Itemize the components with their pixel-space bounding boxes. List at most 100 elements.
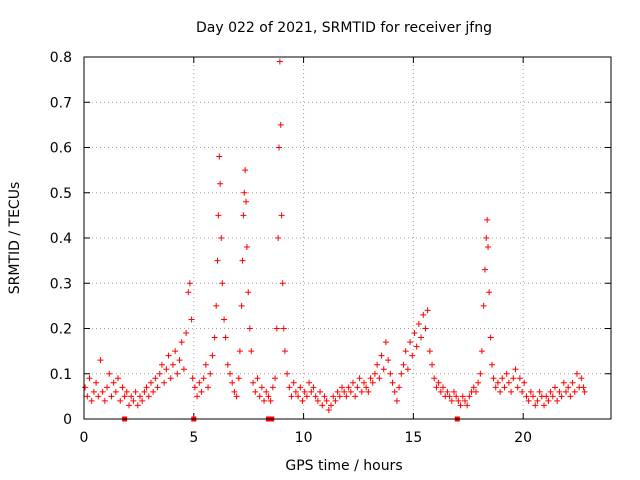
data-point <box>523 393 530 400</box>
data-point <box>163 366 170 373</box>
data-point <box>402 348 409 355</box>
data-point <box>250 379 257 386</box>
data-point <box>308 388 315 395</box>
data-point <box>221 316 228 323</box>
data-point <box>380 366 387 373</box>
data-point <box>288 393 295 400</box>
data-point <box>200 375 207 382</box>
data-point <box>422 325 429 332</box>
data-point <box>527 388 534 395</box>
data-point <box>286 384 293 391</box>
x-tick-label: 0 <box>80 430 89 446</box>
data-point <box>560 379 567 386</box>
data-point <box>275 235 282 241</box>
x-tick-label: 5 <box>189 430 198 446</box>
data-point <box>549 393 556 400</box>
data-point <box>501 384 508 391</box>
data-point <box>227 370 234 377</box>
data-point <box>198 388 205 395</box>
data-point <box>150 388 157 395</box>
data-point <box>110 379 117 386</box>
data-point <box>369 379 376 386</box>
data-point <box>455 397 462 404</box>
data-point <box>556 388 563 395</box>
data-point <box>543 393 550 400</box>
data-point <box>279 280 286 287</box>
data-point <box>189 375 196 382</box>
data-point <box>400 361 407 368</box>
data-point <box>330 393 337 400</box>
data-point <box>165 352 172 359</box>
data-point <box>356 375 363 382</box>
data-point <box>295 393 302 400</box>
data-point <box>233 393 240 400</box>
y-axis-label: SRMTID / TECUs <box>7 182 23 295</box>
data-point <box>310 384 317 391</box>
data-point <box>534 397 541 404</box>
data-point <box>365 388 372 395</box>
y-tick-label: 0.7 <box>50 95 72 111</box>
data-point <box>519 388 526 395</box>
data-point <box>360 379 367 386</box>
y-tick-label: 0.3 <box>50 276 72 292</box>
data-point <box>411 330 418 337</box>
data-point <box>505 379 512 386</box>
data-point <box>486 289 493 296</box>
data-point <box>202 361 209 368</box>
data-point <box>248 348 255 355</box>
data-point <box>578 375 585 382</box>
data-point <box>345 384 352 391</box>
data-point <box>470 384 477 391</box>
data-point <box>440 384 447 391</box>
data-point <box>336 393 343 400</box>
data-point <box>205 384 212 391</box>
data-point <box>292 388 299 395</box>
data-point <box>176 357 183 364</box>
data-point <box>235 375 242 382</box>
data-point <box>512 366 519 373</box>
data-point <box>415 320 422 327</box>
data-point <box>128 393 135 400</box>
data-point <box>241 189 248 196</box>
data-point <box>317 388 324 395</box>
data-point <box>354 384 361 391</box>
data-point <box>525 397 532 404</box>
data-point <box>497 388 504 395</box>
y-tick-label: 0.5 <box>50 186 72 202</box>
data-point <box>382 339 389 346</box>
data-point <box>222 334 229 341</box>
data-point <box>437 388 444 395</box>
data-point <box>290 379 297 386</box>
data-point <box>521 379 528 386</box>
data-point <box>246 325 253 332</box>
data-point <box>398 370 405 377</box>
data-point <box>242 167 249 174</box>
data-point <box>218 235 225 241</box>
data-point <box>477 370 484 377</box>
data-point <box>407 339 414 346</box>
data-point <box>265 393 272 400</box>
data-point <box>267 397 274 404</box>
data-point <box>374 361 381 368</box>
data-point <box>238 302 245 309</box>
data-point <box>352 393 359 400</box>
data-point <box>433 384 440 391</box>
data-point <box>378 352 385 359</box>
data-point <box>143 384 150 391</box>
data-point <box>485 244 492 251</box>
y-tick-label: 0.8 <box>50 50 72 66</box>
data-point <box>97 357 104 364</box>
data-point <box>219 280 226 287</box>
data-point <box>108 393 115 400</box>
data-point <box>188 316 195 323</box>
data-point <box>213 302 220 309</box>
data-point <box>147 379 154 386</box>
data-point <box>169 361 176 368</box>
data-point <box>254 375 261 382</box>
data-point <box>503 370 510 377</box>
data-point <box>457 402 464 409</box>
data-point <box>281 348 288 355</box>
x-axis-label: GPS time / hours <box>285 458 402 474</box>
data-point <box>229 379 236 386</box>
data-point <box>389 379 396 386</box>
